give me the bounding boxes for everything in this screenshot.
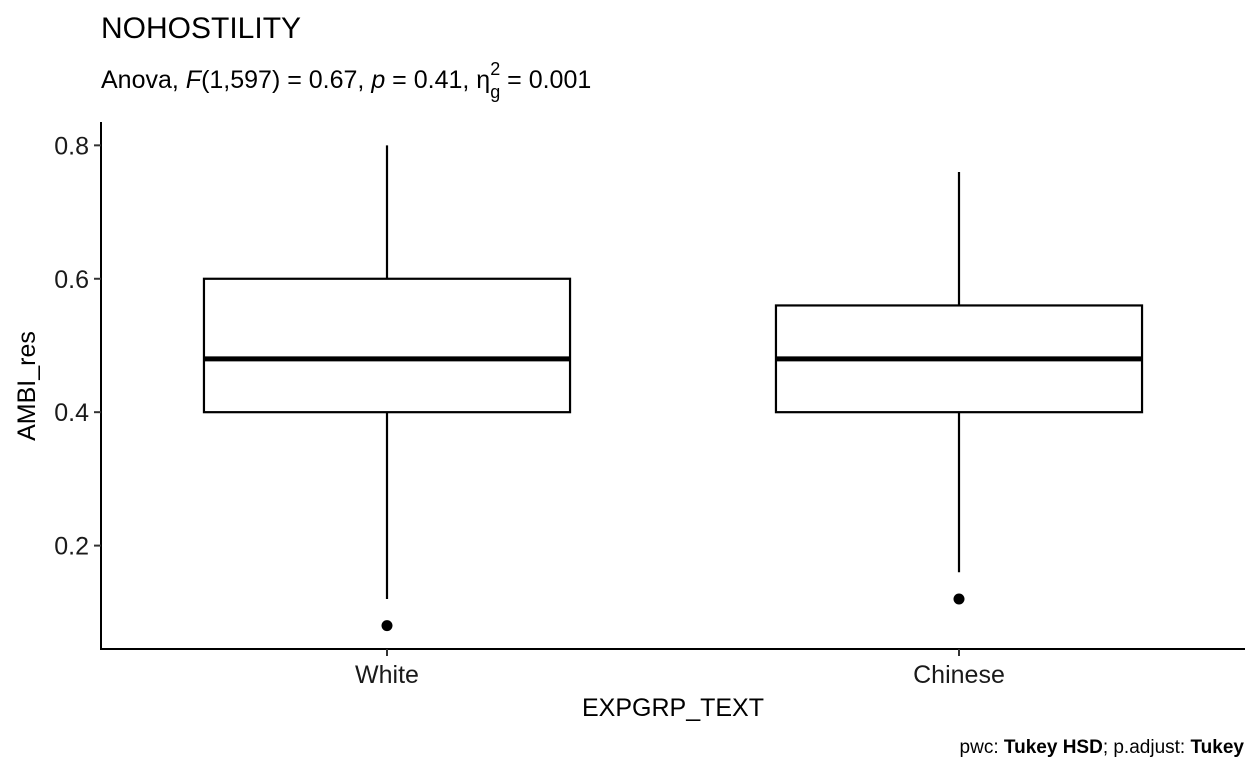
chart-subtitle: Anova, F(1,597) = 0.67, p = 0.41, ηg 2 = … [101, 59, 591, 102]
caption-pwc-label: pwc: [960, 737, 1004, 758]
subtitle-eta-sub: g [490, 82, 500, 102]
caption-separator: ; p.adjust: [1103, 737, 1191, 758]
chart-caption: pwc: Tukey HSD; p.adjust: Tukey [960, 737, 1245, 758]
subtitle-eta-value: = 0.001 [500, 66, 591, 94]
y-tick-label: 0.2 [54, 533, 89, 561]
subtitle-p-symbol: p [370, 66, 385, 94]
y-axis-title: AMBI_res [13, 331, 41, 441]
subtitle-prefix: Anova, [101, 66, 186, 94]
subtitle-eta-sup: 2 [490, 59, 500, 79]
subtitle-p-value: = 0.41, [385, 66, 476, 94]
caption-pwc-value: Tukey HSD [1004, 737, 1103, 758]
outlier-point [953, 593, 965, 605]
subtitle-eta: η [476, 66, 490, 94]
caption-adjust-value: Tukey [1190, 737, 1244, 758]
plot-area: 0.2 0.4 0.6 0.8 White Chinese [54, 122, 1245, 689]
y-tick-label: 0.4 [54, 399, 89, 427]
box [202, 277, 572, 414]
x-tick-label: White [355, 661, 419, 689]
outlier-point [381, 620, 393, 632]
x-tick-label: Chinese [913, 661, 1005, 689]
chart-title: NOHOSTILITY [101, 12, 301, 45]
subtitle-f-args: (1,597) = 0.67, [201, 66, 371, 94]
x-axis-title: EXPGRP_TEXT [582, 694, 764, 722]
subtitle-f-symbol: F [186, 66, 203, 94]
y-tick-label: 0.6 [54, 266, 89, 294]
y-tick-label: 0.8 [54, 132, 89, 160]
